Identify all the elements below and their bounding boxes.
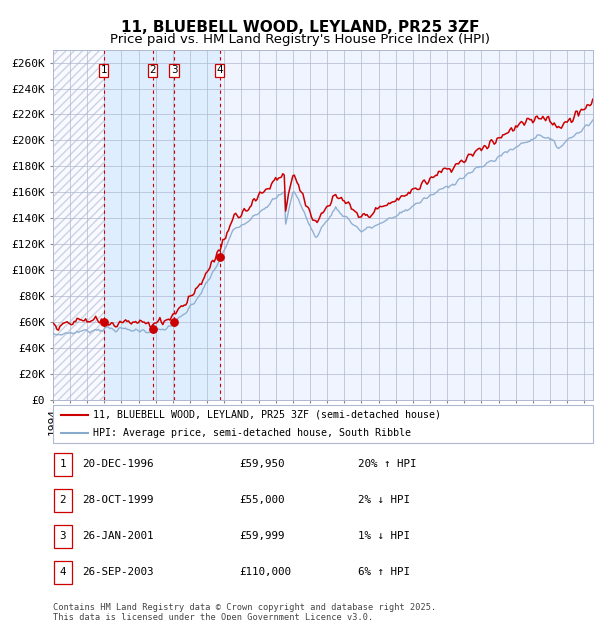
Text: 1: 1 (59, 459, 66, 469)
Text: 20-DEC-1996: 20-DEC-1996 (83, 459, 154, 469)
Bar (54, 453, 72, 476)
Bar (104, 50, 220, 400)
Text: 26-JAN-2001: 26-JAN-2001 (83, 531, 154, 541)
Text: 11, BLUEBELL WOOD, LEYLAND, PR25 3ZF (semi-detached house): 11, BLUEBELL WOOD, LEYLAND, PR25 3ZF (se… (94, 410, 442, 420)
Point (99, 317, 109, 327)
Text: Contains HM Land Registry data © Crown copyright and database right 2025.
This d: Contains HM Land Registry data © Crown c… (53, 603, 436, 620)
Text: 3: 3 (59, 531, 66, 541)
Text: 4: 4 (59, 567, 66, 577)
Text: 4: 4 (216, 65, 223, 76)
Text: £55,000: £55,000 (239, 495, 284, 505)
Bar (54, 560, 72, 584)
Text: 6% ↑ HPI: 6% ↑ HPI (358, 567, 410, 577)
Text: 2: 2 (59, 495, 66, 505)
Text: 1: 1 (100, 65, 107, 76)
Text: £59,950: £59,950 (239, 459, 284, 469)
Text: £59,999: £59,999 (239, 531, 284, 541)
Text: 2% ↓ HPI: 2% ↓ HPI (358, 495, 410, 505)
Text: 26-SEP-2003: 26-SEP-2003 (83, 567, 154, 577)
Point (215, 252, 224, 262)
Text: 20% ↑ HPI: 20% ↑ HPI (358, 459, 416, 469)
Bar (54, 489, 72, 512)
Point (169, 317, 179, 327)
Text: £110,000: £110,000 (239, 567, 291, 577)
Text: 1% ↓ HPI: 1% ↓ HPI (358, 531, 410, 541)
Text: Price paid vs. HM Land Registry's House Price Index (HPI): Price paid vs. HM Land Registry's House … (110, 33, 490, 46)
Point (148, 324, 158, 334)
Text: 2: 2 (149, 65, 156, 76)
Text: HPI: Average price, semi-detached house, South Ribble: HPI: Average price, semi-detached house,… (94, 428, 412, 438)
Text: 3: 3 (170, 65, 178, 76)
Text: 11, BLUEBELL WOOD, LEYLAND, PR25 3ZF: 11, BLUEBELL WOOD, LEYLAND, PR25 3ZF (121, 20, 479, 35)
Text: 28-OCT-1999: 28-OCT-1999 (83, 495, 154, 505)
Bar (54, 525, 72, 548)
